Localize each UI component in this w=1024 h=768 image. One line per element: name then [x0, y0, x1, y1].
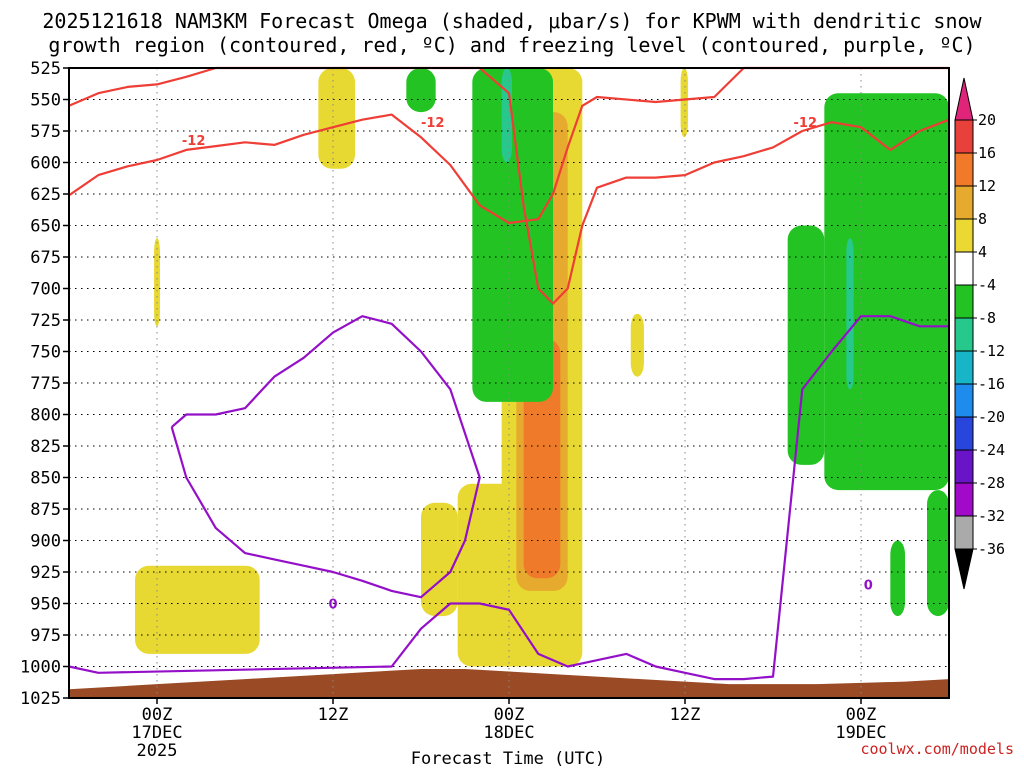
x-tick-label-42: 12Z: [670, 705, 701, 725]
y-tick-label-1000: 1000: [20, 658, 61, 678]
y-tick-label-650: 650: [30, 217, 61, 237]
omega-region-neg-10: [472, 68, 553, 402]
y-tick-label-525: 525: [30, 59, 61, 79]
contour-label-red-2: -12: [421, 116, 445, 131]
colorbar-label-13: -36: [978, 540, 1005, 558]
omega-region-pos-9: [680, 68, 688, 138]
x-tick-label-18: 12Z: [318, 705, 349, 725]
y-tick-label-550: 550: [30, 91, 61, 111]
y-tick-label-975: 975: [30, 626, 61, 646]
y-axis-ticks: 525 550 575 600 625 650 675 700 725 750 775 800 825 8…: [20, 59, 69, 709]
x-tick-date-30: 18DEC: [483, 723, 534, 743]
y-tick-label-850: 850: [30, 469, 61, 489]
omega-region-pos-1: [135, 565, 260, 654]
omega-region-neg-15: [846, 238, 854, 390]
colorbar-swatch-12: [954, 515, 974, 550]
x-tick-label-6: 00Z: [142, 705, 173, 725]
colorbar-swatch-3: [954, 218, 974, 253]
omega-region-neg-11: [406, 68, 436, 113]
credit-text: coolwx.com/models: [860, 740, 1014, 758]
contour-label-purple-1: 0: [328, 598, 337, 613]
colorbar-label-7: -12: [978, 342, 1005, 360]
y-tick-label-625: 625: [30, 185, 61, 205]
y-tick-label-825: 825: [30, 437, 61, 457]
colorbar-top-arrow: [954, 77, 974, 121]
chart-title-line1: 2025121618 NAM3KM Forecast Omega (shaded…: [42, 9, 982, 33]
colorbar-label-8: -16: [978, 375, 1005, 393]
colorbar: 20 16 12 8 4 -4 -8 -12 -16 -20 -24 -28 -32 -36: [954, 77, 1005, 590]
colorbar-swatch-9: [954, 416, 974, 451]
terrain-area: [69, 669, 949, 698]
omega-region-neg-16: [927, 490, 949, 617]
omega-region-neg-14: [824, 93, 949, 491]
colorbar-label-3: 8: [978, 210, 987, 228]
colorbar-label-6: -8: [978, 309, 996, 327]
freezing-level-contour-1: [68, 315, 949, 681]
y-tick-label-925: 925: [30, 563, 61, 583]
colorbar-swatch-5: [954, 284, 974, 319]
chart-title-line2: growth region (contoured, red, ºC) and f…: [48, 33, 975, 57]
x-tick-date-54: 19DEC: [835, 723, 886, 743]
y-tick-label-775: 775: [30, 374, 61, 394]
y-tick-label-875: 875: [30, 500, 61, 520]
omega-region-neg-13: [787, 225, 825, 465]
colorbar-label-0: 20: [978, 111, 996, 129]
y-tick-label-600: 600: [30, 154, 61, 174]
colorbar-label-5: -4: [978, 276, 996, 294]
colorbar-label-11: -28: [978, 474, 1005, 492]
colorbar-swatch-0: [954, 119, 974, 154]
omega-region-neg-17: [890, 540, 905, 617]
omega-region-pos-2: [154, 238, 160, 327]
colorbar-label-1: 16: [978, 144, 996, 162]
omega-region-pos-8: [630, 313, 644, 377]
colorbar-label-4: 4: [978, 243, 987, 261]
y-tick-label-1025: 1025: [20, 689, 61, 709]
colorbar-swatch-2: [954, 185, 974, 220]
omega-region-pos-0: [318, 68, 355, 169]
y-tick-label-750: 750: [30, 343, 61, 363]
y-tick-label-575: 575: [30, 122, 61, 142]
omega-region-neg-12: [501, 68, 512, 163]
colorbar-swatch-7: [954, 350, 974, 385]
x-tick-date-6: 17DEC: [131, 723, 182, 743]
colorbar-label-9: -20: [978, 408, 1005, 426]
colorbar-label-10: -24: [978, 441, 1005, 459]
y-tick-label-900: 900: [30, 532, 61, 552]
colorbar-swatch-8: [954, 383, 974, 418]
x-tick-year-6: 2025: [137, 741, 178, 761]
colorbar-label-2: 12: [978, 177, 996, 195]
colorbar-swatch-11: [954, 482, 974, 517]
colorbar-label-12: -32: [978, 507, 1005, 525]
colorbar-swatch-1: [954, 152, 974, 187]
colorbar-swatch-10: [954, 449, 974, 484]
contour-label-purple-2: 0: [864, 579, 873, 594]
contour-label-red-1: -12: [182, 134, 206, 149]
x-axis-label: Forecast Time (UTC): [411, 749, 605, 768]
y-tick-label-700: 700: [30, 280, 61, 300]
freezing-level-contour-0: [170, 315, 481, 599]
y-tick-label-950: 950: [30, 595, 61, 615]
omega-region-pos-3: [421, 502, 458, 617]
colorbar-swatch-4: [954, 251, 974, 286]
colorbar-bottom-arrow: [954, 548, 974, 590]
colorbar-swatch-6: [954, 317, 974, 352]
y-tick-label-800: 800: [30, 406, 61, 426]
x-tick-label-30: 00Z: [494, 705, 525, 725]
y-tick-label-675: 675: [30, 248, 61, 268]
y-tick-label-725: 725: [30, 311, 61, 331]
contour-label-red-3: -12: [794, 116, 818, 131]
x-tick-label-54: 00Z: [846, 705, 877, 725]
terrain-fill: [69, 669, 949, 698]
